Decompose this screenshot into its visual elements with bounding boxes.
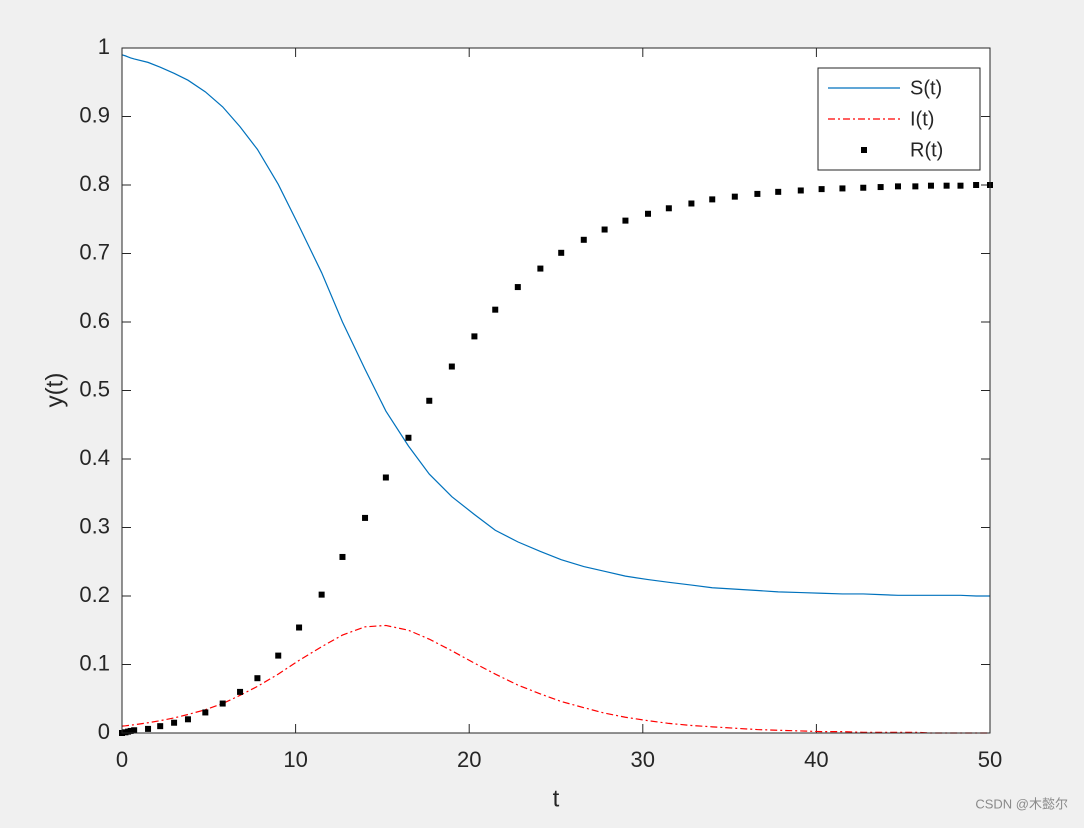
marker (382, 474, 389, 481)
x-tick-label: 10 (283, 747, 307, 772)
marker (131, 727, 138, 734)
marker (839, 185, 846, 192)
marker (426, 397, 433, 404)
y-tick-label: 0.9 (79, 102, 110, 127)
y-tick-label: 0.7 (79, 239, 110, 264)
marker (362, 514, 369, 521)
marker (339, 553, 346, 560)
marker (514, 284, 521, 291)
y-tick-label: 0.5 (79, 376, 110, 401)
series-line (121, 624, 990, 734)
marker (688, 200, 695, 207)
y-tick-label: 0 (98, 719, 110, 744)
marker (237, 688, 244, 695)
marker (877, 184, 884, 191)
marker (797, 187, 804, 194)
marker (580, 236, 587, 243)
marker (957, 182, 964, 189)
marker (318, 591, 325, 598)
marker (665, 205, 672, 212)
marker (171, 719, 178, 726)
marker (537, 265, 544, 272)
marker (754, 190, 761, 197)
marker (492, 306, 499, 313)
axes-box (121, 47, 991, 734)
legend-label: R(t) (910, 139, 943, 161)
marker (927, 182, 934, 189)
marker (157, 723, 164, 730)
marker (731, 193, 738, 200)
legend-label: I(t) (910, 108, 934, 130)
marker (601, 226, 608, 233)
legend-label: S(t) (910, 77, 942, 99)
marker (943, 182, 950, 189)
marker (127, 727, 134, 734)
x-tick-label: 0 (116, 747, 128, 772)
series-line (121, 54, 990, 597)
y-tick-label: 0.8 (79, 171, 110, 196)
y-tick-label: 0.4 (79, 445, 110, 470)
watermark: CSDN @木懿尔 (975, 796, 1068, 811)
x-axis-title: t (553, 785, 560, 812)
marker (219, 700, 226, 707)
y-tick-label: 0.1 (79, 650, 110, 675)
marker (202, 709, 209, 716)
y-tick-label: 0.2 (79, 582, 110, 607)
marker (471, 333, 478, 340)
marker (894, 183, 901, 190)
marker (558, 249, 565, 256)
legend: S(t) I(t) R(t) (817, 67, 981, 171)
y-axis-title: y(t) (41, 373, 68, 408)
marker (709, 196, 716, 203)
marker (254, 675, 261, 682)
legend-marker (861, 147, 867, 153)
y-tick-label: 0.3 (79, 513, 110, 538)
y-tick-label: 1 (98, 34, 110, 59)
x-tick-label: 20 (457, 747, 481, 772)
marker (818, 186, 825, 193)
marker (184, 716, 191, 723)
marker (296, 624, 303, 631)
x-tick-label: 30 (631, 747, 655, 772)
marker (860, 184, 867, 191)
marker (275, 652, 282, 659)
marker (912, 183, 919, 190)
x-tick-label: 40 (804, 747, 828, 772)
marker (645, 210, 652, 217)
y-tick-label: 0.6 (79, 308, 110, 333)
marker (448, 363, 455, 370)
marker (405, 434, 412, 441)
x-tick-label: 50 (978, 747, 1002, 772)
marker (973, 182, 980, 188)
marker (622, 217, 629, 224)
marker (145, 725, 152, 732)
marker (775, 188, 782, 195)
